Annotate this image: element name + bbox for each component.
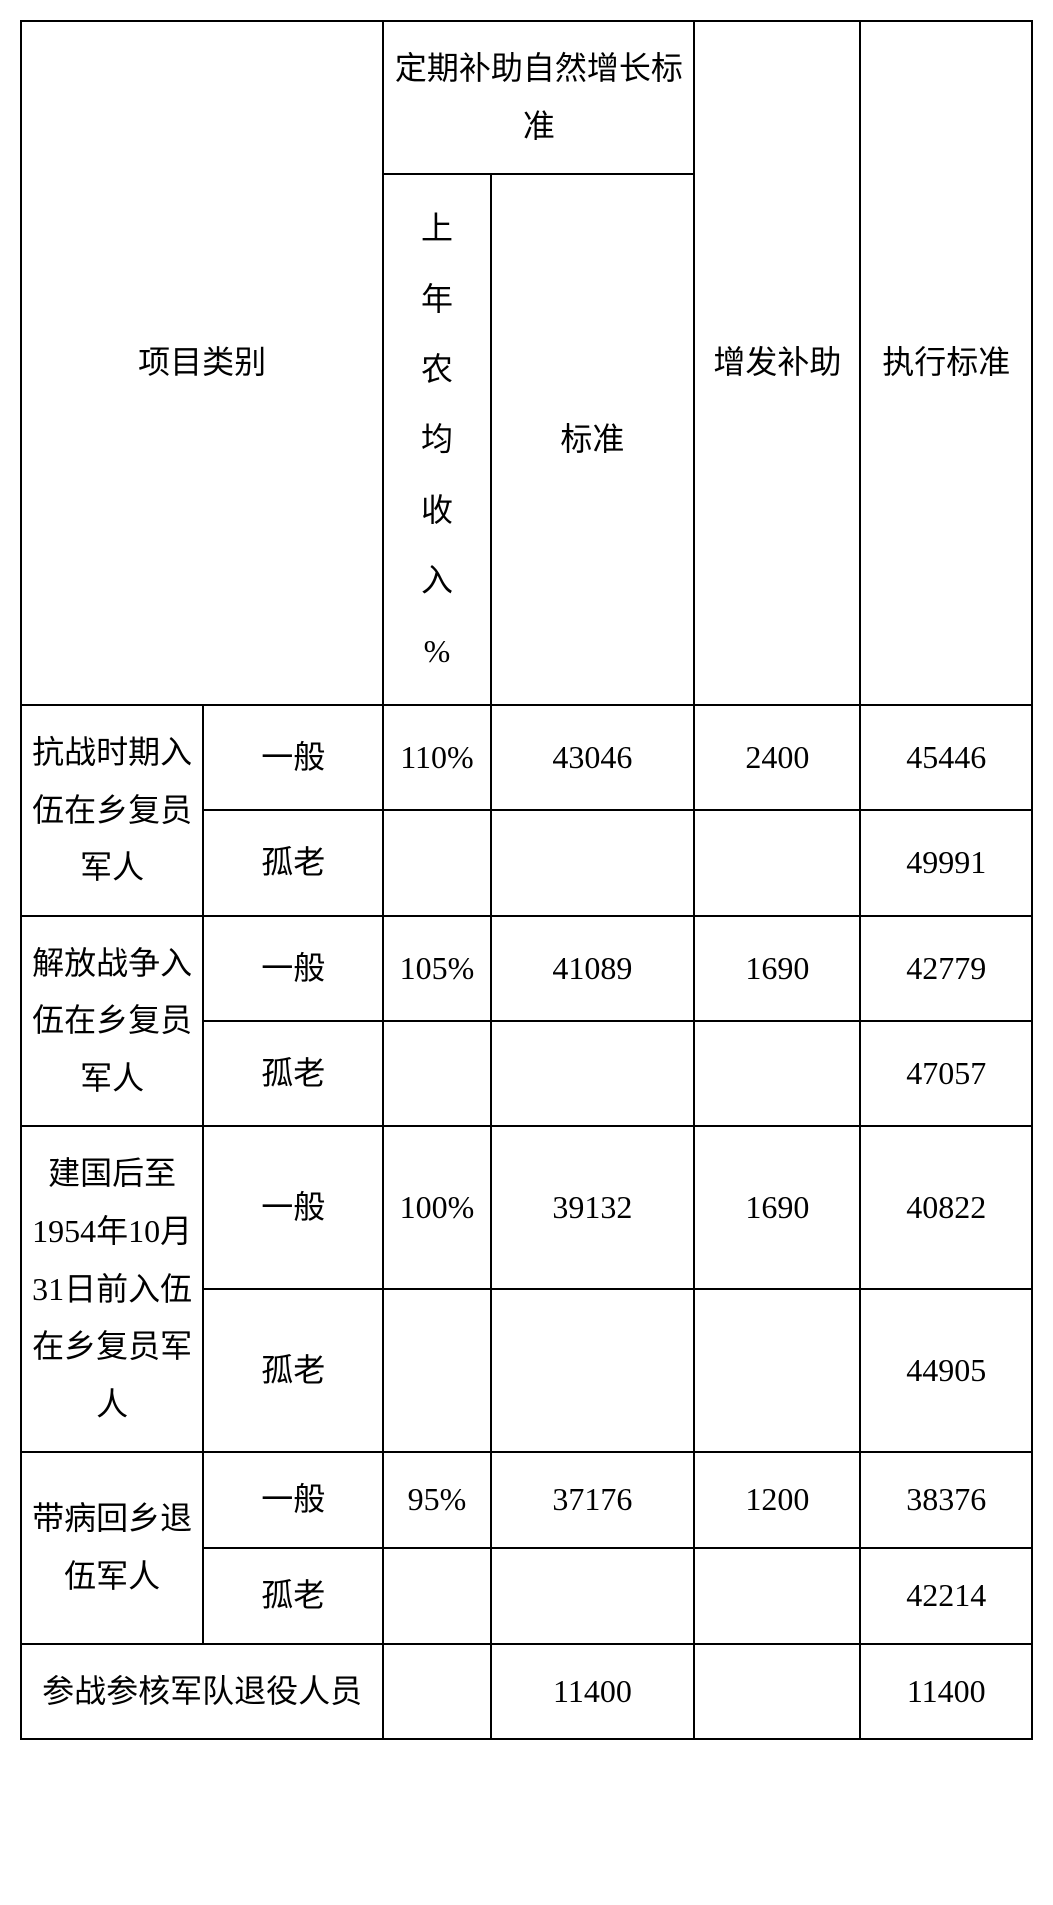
exec-cell: 42779 [860,916,1032,1021]
header-prev-year: 上年农均收入% [383,174,490,705]
footer-row: 参战参核军队退役人员 11400 11400 [21,1644,1032,1740]
footer-title: 参战参核军队退役人员 [21,1644,383,1740]
subtype-cell: 一般 [203,916,383,1021]
group-title: 解放战争入伍在乡复员军人 [21,916,203,1127]
subtype-cell: 孤老 [203,1289,383,1452]
group-title: 建国后至1954年10月31日前入伍在乡复员军人 [21,1126,203,1452]
exec-cell: 45446 [860,705,1032,810]
subtype-cell: 一般 [203,1126,383,1289]
table-row: 解放战争入伍在乡复员军人 一般 105% 41089 1690 42779 [21,916,1032,1021]
bonus-cell: 1690 [694,916,860,1021]
exec-cell: 49991 [860,810,1032,915]
header-bonus: 增发补助 [694,21,860,705]
percent-cell: 95% [383,1452,490,1548]
group-title: 带病回乡退伍军人 [21,1452,203,1643]
subtype-cell: 孤老 [203,1548,383,1644]
exec-cell: 42214 [860,1548,1032,1644]
bonus-cell [694,1289,860,1452]
footer-percent [383,1644,490,1740]
percent-cell [383,810,490,915]
header-growth-standard: 定期补助自然增长标准 [383,21,694,174]
header-row-1: 项目类别 定期补助自然增长标准 增发补助 执行标准 [21,21,1032,174]
table-row: 带病回乡退伍军人 一般 95% 37176 1200 38376 [21,1452,1032,1548]
header-exec: 执行标准 [860,21,1032,705]
header-standard: 标准 [491,174,695,705]
percent-cell [383,1021,490,1126]
subsidy-table: 项目类别 定期补助自然增长标准 增发补助 执行标准 上年农均收入% 标准 抗战时… [20,20,1033,1740]
table-row: 抗战时期入伍在乡复员军人 一般 110% 43046 2400 45446 [21,705,1032,810]
percent-cell: 100% [383,1126,490,1289]
subtype-cell: 孤老 [203,810,383,915]
exec-cell: 47057 [860,1021,1032,1126]
bonus-cell: 1690 [694,1126,860,1289]
percent-cell: 110% [383,705,490,810]
standard-cell: 43046 [491,705,695,810]
footer-exec: 11400 [860,1644,1032,1740]
standard-cell [491,1289,695,1452]
percent-cell [383,1289,490,1452]
standard-cell: 39132 [491,1126,695,1289]
footer-bonus [694,1644,860,1740]
subtype-cell: 一般 [203,705,383,810]
table-row: 建国后至1954年10月31日前入伍在乡复员军人 一般 100% 39132 1… [21,1126,1032,1289]
group-title: 抗战时期入伍在乡复员军人 [21,705,203,916]
exec-cell: 44905 [860,1289,1032,1452]
percent-cell: 105% [383,916,490,1021]
bonus-cell [694,810,860,915]
bonus-cell: 1200 [694,1452,860,1548]
exec-cell: 38376 [860,1452,1032,1548]
standard-cell: 41089 [491,916,695,1021]
standard-cell [491,1548,695,1644]
bonus-cell [694,1021,860,1126]
exec-cell: 40822 [860,1126,1032,1289]
header-category: 项目类别 [21,21,383,705]
bonus-cell [694,1548,860,1644]
standard-cell [491,1021,695,1126]
footer-standard: 11400 [491,1644,695,1740]
bonus-cell: 2400 [694,705,860,810]
subtype-cell: 一般 [203,1452,383,1548]
percent-cell [383,1548,490,1644]
standard-cell: 37176 [491,1452,695,1548]
subtype-cell: 孤老 [203,1021,383,1126]
standard-cell [491,810,695,915]
